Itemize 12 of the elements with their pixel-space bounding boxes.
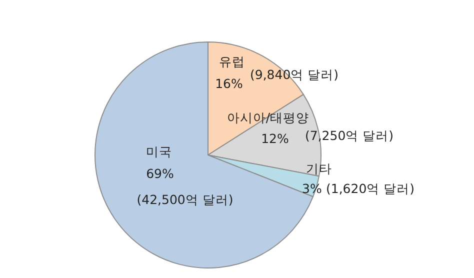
slice-label: 아시아/태평양 xyxy=(226,110,310,125)
data-label: 12% xyxy=(261,131,290,146)
data-label: 3% xyxy=(302,181,322,196)
data-label: 16% xyxy=(215,76,244,91)
data-label: 69% xyxy=(146,166,174,181)
slice-label: 미국 xyxy=(146,144,172,159)
slice-label: 기타 xyxy=(306,161,332,176)
text: (9,840억 달러) xyxy=(250,67,339,82)
text: (1,620억 달러) xyxy=(326,181,415,196)
text: (42,500억 달러) xyxy=(136,192,234,207)
text: (7,250억 달러) xyxy=(305,128,394,143)
slice-label: 유럽 xyxy=(219,54,245,69)
